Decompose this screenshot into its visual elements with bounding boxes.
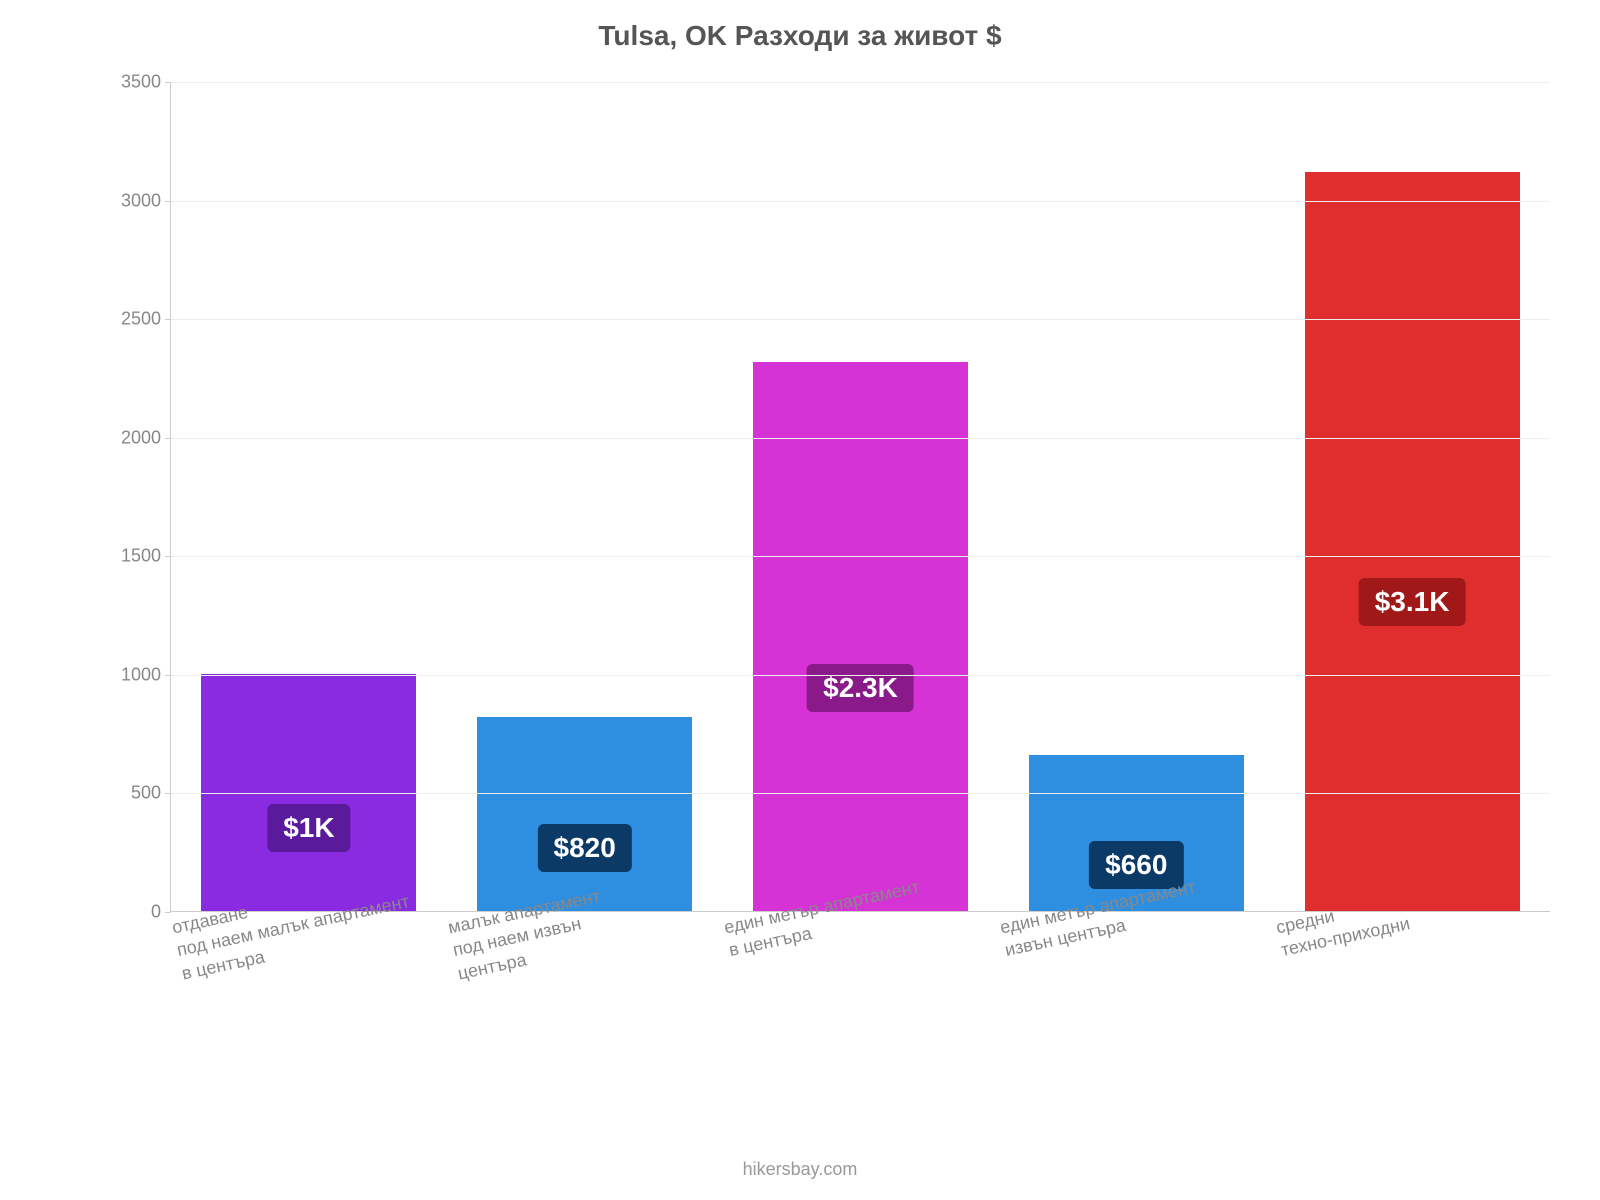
credit-text: hikersbay.com [0,1159,1600,1180]
value-badge: $1K [267,804,350,852]
value-badge: $3.1K [1359,578,1466,626]
y-tick-mark [165,438,171,439]
y-tick-mark [165,793,171,794]
y-tick-label: 3000 [111,190,161,211]
value-badge: $2.3K [807,664,914,712]
y-tick-label: 2500 [111,309,161,330]
bar: $2.3K [753,362,968,912]
bar-slot: $660 [998,82,1274,911]
bar-slot: $820 [447,82,723,911]
y-tick-label: 3500 [111,72,161,93]
bar: $3.1K [1305,172,1520,911]
grid-line [171,675,1550,676]
plot-area: $1K$820$2.3K$660$3.1K 050010001500200025… [170,82,1550,912]
y-tick-mark [165,82,171,83]
grid-line [171,556,1550,557]
grid-line [171,793,1550,794]
grid-line [171,319,1550,320]
value-badge: $820 [538,824,632,872]
grid-line [171,82,1550,83]
y-tick-mark [165,912,171,913]
bar-slot: $3.1K [1274,82,1550,911]
bar-slot: $1K [171,82,447,911]
chart-wrap: $1K $820 $2.3K $660 $3.1K 0 500 1000 1500 2000 25… [100,62,1580,1012]
chart-container: Tulsa, OK Разходи за живот $ $1K $820 $2.3… [0,0,1600,1200]
bar-slot: $2.3K [723,82,999,911]
bars-group: $1K $820 $2.3K $660 $3.1K [171,82,1550,911]
chart-title: Tulsa, OK Разходи за живот $ [40,20,1560,52]
grid-line [171,438,1550,439]
grid-line [171,201,1550,202]
y-tick-mark [165,319,171,320]
y-tick-label: 0 [111,902,161,923]
y-tick-label: 500 [111,783,161,804]
y-tick-mark [165,556,171,557]
y-tick-label: 2000 [111,427,161,448]
y-tick-mark [165,675,171,676]
y-tick-mark [165,201,171,202]
y-tick-label: 1000 [111,664,161,685]
y-tick-label: 1500 [111,546,161,567]
